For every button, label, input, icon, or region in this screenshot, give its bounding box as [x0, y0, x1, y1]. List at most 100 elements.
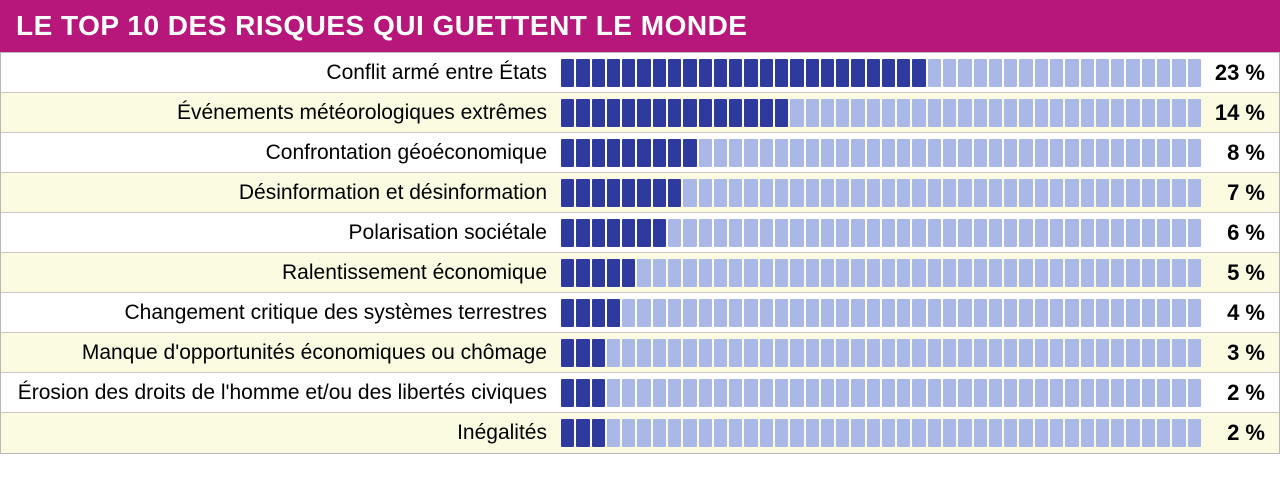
bar-segment — [989, 59, 1002, 87]
bar-segment — [1065, 99, 1078, 127]
bar-segment — [851, 219, 864, 247]
bar-segment — [592, 139, 605, 167]
bar-segment — [989, 379, 1002, 407]
bar-segment — [729, 179, 742, 207]
bar-segment — [1142, 419, 1155, 447]
bar-segment — [867, 379, 880, 407]
table-row: Ralentissement économique5 % — [1, 253, 1279, 293]
bar-segment — [1096, 139, 1109, 167]
bar-segment — [989, 259, 1002, 287]
row-bar — [561, 259, 1209, 287]
bar-segment — [806, 259, 819, 287]
bar-segment — [683, 219, 696, 247]
bar-segment — [1019, 179, 1032, 207]
bar-segment — [622, 299, 635, 327]
bar-segment — [1035, 379, 1048, 407]
bar-segment — [653, 379, 666, 407]
bar-segment — [576, 259, 589, 287]
bar-segment — [1050, 99, 1063, 127]
bar-segment — [928, 259, 941, 287]
bar-segment — [1172, 419, 1185, 447]
bar-segment — [958, 59, 971, 87]
bar-segment — [943, 419, 956, 447]
bar-segment — [1172, 299, 1185, 327]
bar-segment — [1157, 139, 1170, 167]
bar-segment — [576, 139, 589, 167]
bar-segment — [744, 419, 757, 447]
bar-segment — [943, 139, 956, 167]
bar-segment — [1172, 179, 1185, 207]
bar-segment — [790, 99, 803, 127]
bar-segment — [1050, 179, 1063, 207]
bar-segment — [653, 179, 666, 207]
bar-segment — [912, 59, 925, 87]
bar-segment — [637, 219, 650, 247]
bar-segment — [974, 179, 987, 207]
bar-segment — [1096, 339, 1109, 367]
bar-segment — [1126, 139, 1139, 167]
bar-segment — [928, 99, 941, 127]
bar-segment — [867, 139, 880, 167]
bar-segment — [699, 99, 712, 127]
bar-segment — [699, 59, 712, 87]
bar-segment — [1081, 259, 1094, 287]
bar-segment — [714, 379, 727, 407]
bar-segment — [943, 259, 956, 287]
bar-segment — [1004, 419, 1017, 447]
table-row: Érosion des droits de l'homme et/ou des … — [1, 373, 1279, 413]
bar-segment — [637, 179, 650, 207]
bar-segment — [1081, 299, 1094, 327]
bar-segment — [637, 259, 650, 287]
bar-segment — [1142, 339, 1155, 367]
bar-segment — [760, 139, 773, 167]
bar-segment — [974, 219, 987, 247]
bar-segment — [622, 179, 635, 207]
bar-segment — [1065, 139, 1078, 167]
bar-segment — [1019, 219, 1032, 247]
bar-segment — [622, 219, 635, 247]
bar-segment — [958, 379, 971, 407]
bar-segment — [897, 59, 910, 87]
bar-segment — [1004, 219, 1017, 247]
bar-segment — [653, 139, 666, 167]
bar-segment — [897, 299, 910, 327]
bar-segment — [1081, 59, 1094, 87]
bar-segment — [744, 379, 757, 407]
bar-segment — [1142, 219, 1155, 247]
bar-segment — [806, 59, 819, 87]
bar-segment — [882, 59, 895, 87]
bar-segment — [790, 379, 803, 407]
row-label: Érosion des droits de l'homme et/ou des … — [1, 381, 561, 405]
bar-segment — [790, 259, 803, 287]
bar-segment — [912, 419, 925, 447]
bar-segment — [1157, 379, 1170, 407]
bar-segment — [576, 219, 589, 247]
bar-segment — [561, 419, 574, 447]
bar-segment — [1157, 99, 1170, 127]
bar-segment — [744, 339, 757, 367]
row-bar — [561, 379, 1209, 407]
bar-segment — [882, 379, 895, 407]
bar-segment — [1188, 219, 1201, 247]
bar-segment — [821, 59, 834, 87]
row-bar — [561, 299, 1209, 327]
row-label: Conflit armé entre États — [1, 61, 561, 85]
table-row: Polarisation sociétale6 % — [1, 213, 1279, 253]
bar-segment — [974, 139, 987, 167]
bar-segment — [775, 379, 788, 407]
bar-segment — [653, 59, 666, 87]
bar-segment — [1142, 59, 1155, 87]
bar-segment — [561, 339, 574, 367]
bar-segment — [760, 339, 773, 367]
bar-segment — [668, 339, 681, 367]
bar-segment — [821, 379, 834, 407]
bar-segment — [744, 219, 757, 247]
bar-segment — [1035, 59, 1048, 87]
bar-segment — [729, 299, 742, 327]
bar-segment — [775, 419, 788, 447]
bar-segment — [561, 379, 574, 407]
bar-segment — [1111, 379, 1124, 407]
bar-segment — [576, 179, 589, 207]
table-row: Changement critique des systèmes terrest… — [1, 293, 1279, 333]
bar-segment — [1004, 379, 1017, 407]
